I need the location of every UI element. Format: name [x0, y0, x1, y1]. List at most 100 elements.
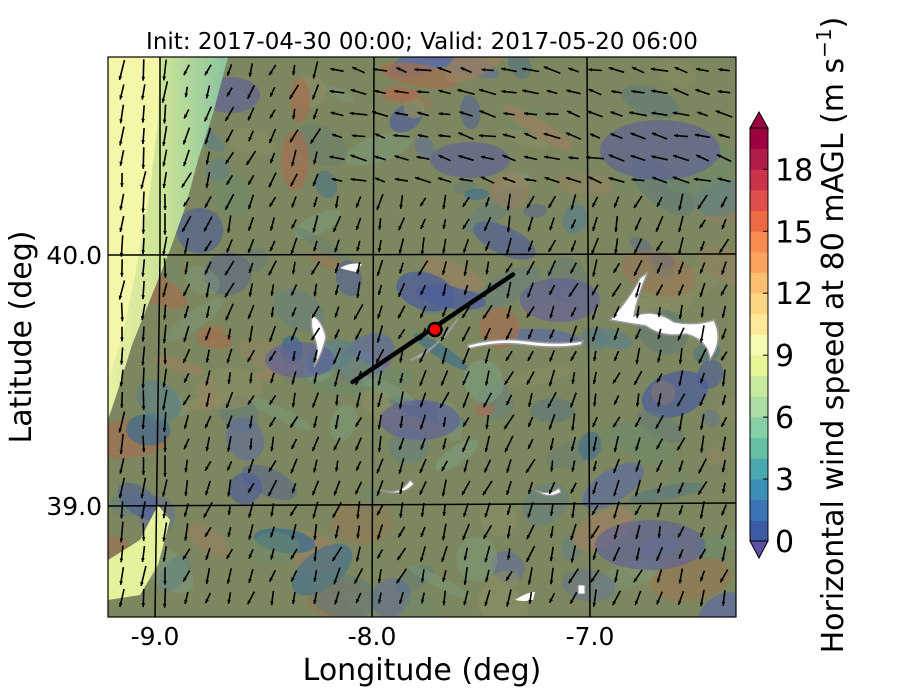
wind-arrow: [329, 89, 345, 94]
wind-arrow: [313, 546, 318, 562]
wind-arrow: [313, 416, 318, 428]
wind-arrow: [699, 219, 706, 229]
wind-arrow: [697, 194, 708, 210]
gridline-lat-39: [108, 502, 736, 507]
contour-patch: [698, 246, 736, 290]
wind-arrow: [527, 438, 534, 450]
colorbar-max-extension: [749, 110, 769, 129]
wind-arrow: [506, 480, 512, 496]
wind-arrow: [570, 545, 577, 563]
wind-arrow: [247, 174, 255, 186]
wind-arrow: [523, 155, 538, 161]
wind-arrow: [377, 370, 383, 386]
wind-arrow: [655, 284, 664, 296]
wind-arrow: [610, 111, 623, 117]
wind-arrow: [657, 349, 662, 363]
wind-arrow: [247, 304, 255, 320]
wind-arrow: [162, 304, 167, 320]
wind-arrow: [527, 282, 534, 298]
wind-arrow: [226, 348, 233, 364]
wind-arrow: [525, 545, 536, 563]
wind-arrow: [292, 108, 296, 120]
wind-arrow: [501, 89, 517, 94]
wind-arrow: [656, 196, 663, 208]
wind-arrow: [462, 416, 470, 428]
wind-arrow: [441, 545, 448, 563]
colorbar: 0 3 6 9 12 15 18 Horizontal wind speed at 80 m…: [749, 17, 851, 654]
wind-arrow: [716, 153, 732, 163]
wind-arrow: [288, 84, 300, 100]
wind-arrow: [268, 416, 277, 428]
wind-arrow: [459, 177, 473, 182]
wind-arrow: [591, 284, 599, 296]
wind-arrow: [657, 306, 662, 318]
wind-arrow: [247, 216, 255, 232]
wind-arrow: [270, 306, 275, 318]
wind-arrow: [700, 435, 705, 453]
wind-arrow: [699, 589, 705, 607]
wind-arrow: [570, 219, 577, 229]
wind-arrow: [225, 391, 234, 409]
wind-arrow: [657, 328, 662, 340]
wind-arrow: [485, 370, 490, 386]
wind-arrow: [528, 392, 533, 408]
wind-arrow: [394, 155, 409, 161]
wind-arrow: [313, 240, 318, 252]
wind-arrow: [506, 589, 512, 607]
wind-arrow: [672, 176, 690, 184]
wind-arrow: [524, 177, 537, 182]
wind-arrow: [506, 525, 511, 539]
wind-arrow: [592, 547, 598, 561]
wind-arrow: [655, 415, 664, 429]
wind-arrow: [227, 436, 232, 452]
wind-arrow: [398, 458, 405, 474]
wind-arrow: [614, 215, 619, 233]
wind-arrow: [226, 64, 233, 76]
wind-arrow: [569, 325, 578, 343]
wind-arrow: [528, 592, 533, 604]
wind-arrow: [141, 346, 146, 366]
colorbar-segment: [750, 375, 768, 397]
wind-arrow: [268, 172, 277, 188]
wind-arrow: [720, 416, 728, 428]
wind-arrow: [182, 348, 191, 364]
wind-arrow: [162, 501, 168, 519]
colorbar-segment: [750, 458, 768, 480]
contour-patch: [456, 536, 498, 582]
wind-arrow: [634, 416, 642, 428]
wind-arrow: [721, 394, 727, 406]
wind-arrow: [656, 591, 663, 605]
wind-arrow: [462, 238, 470, 254]
wind-arrow: [204, 261, 212, 275]
wind-arrow: [635, 347, 641, 365]
contour-patch: [244, 247, 268, 272]
contour-patch: [359, 485, 381, 514]
wind-arrow: [420, 569, 425, 583]
wind-arrow: [698, 348, 707, 364]
wind-arrow: [505, 570, 513, 582]
wind-arrow: [335, 394, 339, 406]
colorbar-label: Horizontal wind speed at 80 mAGL (m s−1): [812, 17, 851, 654]
wind-arrow: [356, 281, 361, 299]
wind-arrow: [462, 523, 470, 541]
wind-arrow: [183, 149, 190, 167]
wind-arrow: [461, 305, 471, 319]
wind-arrow: [141, 105, 145, 123]
wind-arrow: [525, 458, 536, 474]
contour-patch: [473, 221, 536, 260]
wind-arrow: [181, 172, 192, 188]
low-wind-region: [595, 520, 705, 570]
wind-arrow: [527, 416, 534, 428]
wind-arrow: [227, 479, 232, 497]
wind-arrow: [224, 260, 235, 276]
wind-arrow: [269, 240, 276, 252]
wind-arrow: [633, 569, 643, 583]
wind-arrow: [503, 414, 515, 430]
wind-arrow: [140, 565, 147, 587]
low-wind-region: [380, 400, 460, 440]
wind-arrow: [656, 569, 663, 583]
wind-arrow: [399, 349, 404, 363]
wind-arrow: [588, 176, 602, 184]
wind-arrow: [118, 411, 126, 433]
wind-arrow: [163, 567, 167, 585]
